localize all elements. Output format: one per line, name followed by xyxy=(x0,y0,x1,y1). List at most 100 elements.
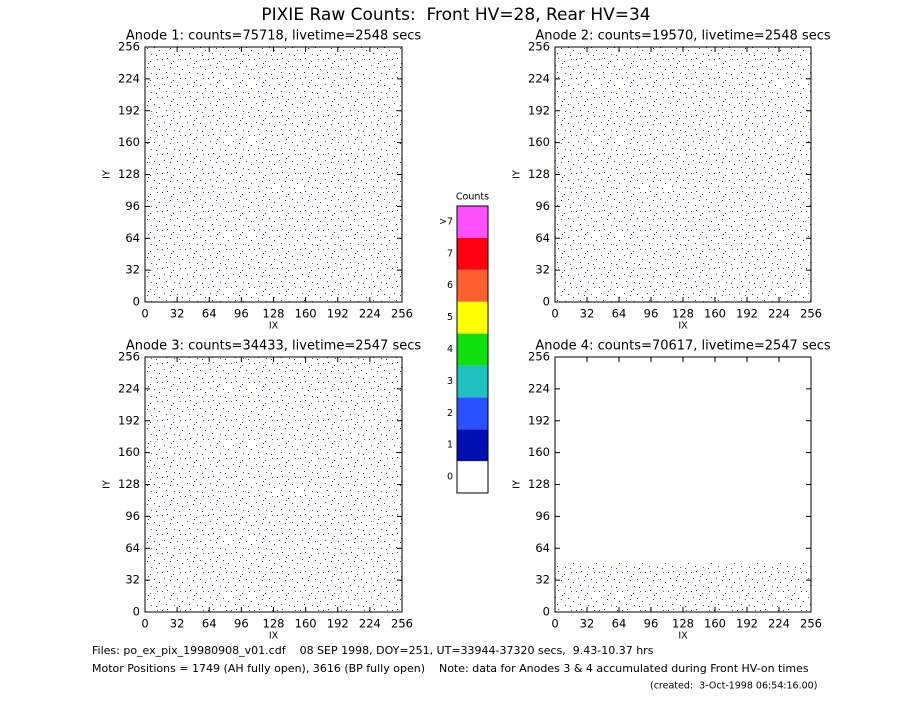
footer-created: (created: 3-Oct-1998 06:54:16.00) xyxy=(650,681,817,692)
x-tick-label: 0 xyxy=(551,307,558,321)
x-tick-label: 128 xyxy=(672,307,694,321)
heatmap-texture xyxy=(145,357,402,612)
colorbar-swatch xyxy=(457,301,488,334)
x-tick-label: 64 xyxy=(202,307,217,321)
y-tick-label: 32 xyxy=(535,263,550,277)
y-tick-label: 256 xyxy=(118,350,140,364)
y-tick-label: 256 xyxy=(118,40,140,54)
x-tick-label: 96 xyxy=(234,307,249,321)
x-tick-label: 64 xyxy=(612,307,627,321)
y-tick-label: 256 xyxy=(528,40,550,54)
y-tick-label: 128 xyxy=(118,477,140,491)
heatmap-texture xyxy=(555,47,811,302)
colorbar-label: >7 xyxy=(439,216,453,227)
y-tick-label: 224 xyxy=(528,71,550,85)
x-tick-label: 128 xyxy=(263,617,285,631)
y-tick-label: 192 xyxy=(118,103,140,117)
y-tick-label: 160 xyxy=(118,135,140,149)
heatmap-texture xyxy=(145,47,402,302)
panel-title: Anode 1: counts=75718, livetime=2548 sec… xyxy=(126,29,422,44)
x-tick-label: 64 xyxy=(612,617,627,631)
y-tick-label: 192 xyxy=(118,413,140,427)
x-tick-label: 224 xyxy=(359,307,381,321)
y-tick-label: 160 xyxy=(118,445,140,459)
x-tick-label: 192 xyxy=(327,617,349,631)
y-tick-label: 64 xyxy=(535,541,550,555)
colorbar-label: 7 xyxy=(447,248,453,259)
y-tick-label: 160 xyxy=(528,135,550,149)
panel-title: Anode 4: counts=70617, livetime=2547 sec… xyxy=(535,339,831,354)
x-axis-label: IX xyxy=(269,321,279,332)
x-axis-label: IX xyxy=(678,631,688,642)
y-tick-label: 160 xyxy=(528,445,550,459)
y-tick-label: 96 xyxy=(535,199,550,213)
colorbar-swatch xyxy=(457,237,488,270)
colorbar-swatch xyxy=(457,333,488,366)
y-tick-label: 64 xyxy=(125,541,140,555)
x-tick-label: 96 xyxy=(644,307,659,321)
colorbar-swatch xyxy=(457,429,488,462)
y-tick-label: 256 xyxy=(528,350,550,364)
x-tick-label: 128 xyxy=(672,617,694,631)
colorbar-label: 2 xyxy=(447,408,453,419)
x-axis-label: IX xyxy=(269,631,279,642)
y-tick-label: 0 xyxy=(133,605,140,619)
footer-motor: Motor Positions = 1749 (AH fully open), … xyxy=(92,662,809,675)
x-tick-label: 160 xyxy=(704,307,726,321)
y-tick-label: 224 xyxy=(118,381,140,395)
x-tick-label: 256 xyxy=(391,307,413,321)
x-tick-label: 0 xyxy=(141,617,148,631)
y-tick-label: 0 xyxy=(543,605,550,619)
y-tick-label: 128 xyxy=(528,477,550,491)
x-tick-label: 96 xyxy=(234,617,249,631)
y-tick-label: 0 xyxy=(133,295,140,309)
figure-title: PIXIE Raw Counts: Front HV=28, Rear HV=3… xyxy=(261,5,650,25)
y-tick-label: 64 xyxy=(535,231,550,245)
x-tick-label: 256 xyxy=(391,617,413,631)
y-tick-label: 32 xyxy=(125,263,140,277)
x-tick-label: 32 xyxy=(170,307,185,321)
x-tick-label: 192 xyxy=(736,307,758,321)
y-tick-label: 128 xyxy=(528,167,550,181)
y-tick-label: 192 xyxy=(528,103,550,117)
colorbar-frame xyxy=(456,205,489,494)
colorbar-label: 1 xyxy=(447,440,453,451)
x-tick-label: 256 xyxy=(800,617,822,631)
y-axis-label: IY xyxy=(512,480,523,489)
colorbar-swatch xyxy=(457,397,488,430)
x-tick-label: 224 xyxy=(768,617,790,631)
colorbar-label: 0 xyxy=(447,472,453,483)
x-tick-label: 0 xyxy=(141,307,148,321)
y-tick-label: 32 xyxy=(535,573,550,587)
colorbar-label: 5 xyxy=(447,312,453,323)
x-tick-label: 32 xyxy=(170,617,185,631)
panel-title: Anode 2: counts=19570, livetime=2548 sec… xyxy=(535,29,831,44)
x-tick-label: 256 xyxy=(800,307,822,321)
panel-title: Anode 3: counts=34433, livetime=2547 sec… xyxy=(126,339,422,354)
colorbar-swatch xyxy=(457,269,488,302)
x-tick-label: 32 xyxy=(580,617,595,631)
colorbar-swatch xyxy=(457,365,488,398)
colorbar-title: Counts xyxy=(456,192,489,203)
x-axis-label: IX xyxy=(678,321,688,332)
y-tick-label: 96 xyxy=(125,509,140,523)
colorbar-swatch xyxy=(457,461,488,493)
y-tick-label: 64 xyxy=(125,231,140,245)
y-tick-label: 224 xyxy=(528,381,550,395)
x-tick-label: 224 xyxy=(359,617,381,631)
x-tick-label: 192 xyxy=(327,307,349,321)
colorbar-label: 4 xyxy=(447,344,453,355)
x-tick-label: 64 xyxy=(202,617,217,631)
x-tick-label: 160 xyxy=(704,617,726,631)
x-tick-label: 128 xyxy=(263,307,285,321)
x-tick-label: 192 xyxy=(736,617,758,631)
colorbar-swatch xyxy=(457,206,488,238)
y-tick-label: 32 xyxy=(125,573,140,587)
y-tick-label: 224 xyxy=(118,71,140,85)
footer-files: Files: po_ex_pix_19980908_v01.cdf 08 SEP… xyxy=(92,644,654,657)
y-tick-label: 128 xyxy=(118,167,140,181)
x-tick-label: 160 xyxy=(295,307,317,321)
x-tick-label: 160 xyxy=(295,617,317,631)
x-tick-label: 32 xyxy=(580,307,595,321)
